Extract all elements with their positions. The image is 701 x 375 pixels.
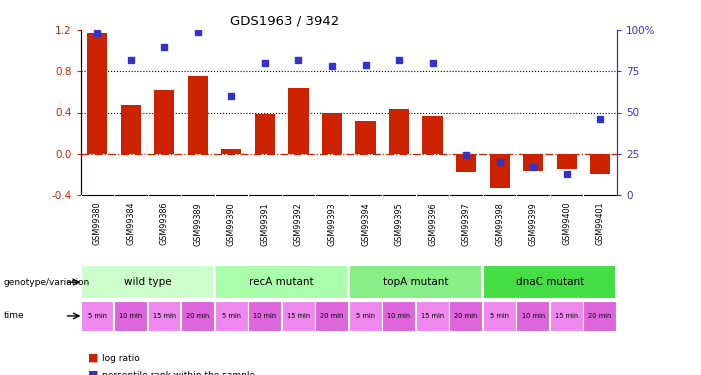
Bar [322, 112, 342, 154]
Text: ■: ■ [88, 370, 98, 375]
Text: GSM99400: GSM99400 [562, 202, 571, 246]
Text: GSM99390: GSM99390 [227, 202, 236, 246]
Text: recA mutant: recA mutant [250, 277, 314, 287]
Bar [215, 301, 247, 331]
Text: 20 min: 20 min [589, 313, 612, 319]
Text: GSM99396: GSM99396 [428, 202, 437, 246]
Bar [154, 90, 175, 154]
Bar [88, 33, 107, 154]
Text: GSM99380: GSM99380 [93, 202, 102, 246]
Title: GDS1963 / 3942: GDS1963 / 3942 [230, 15, 339, 27]
Text: 20 min: 20 min [454, 313, 477, 319]
Bar [181, 301, 214, 331]
Text: GSM99384: GSM99384 [126, 202, 135, 246]
Text: 10 min: 10 min [119, 313, 142, 319]
Bar [382, 301, 415, 331]
Bar [389, 110, 409, 154]
Bar [416, 301, 449, 331]
Bar [81, 265, 214, 299]
Bar [590, 154, 610, 174]
Text: GSM99399: GSM99399 [529, 202, 538, 246]
Text: log ratio: log ratio [102, 354, 139, 363]
Text: time: time [4, 311, 24, 320]
Bar [483, 301, 516, 331]
Text: 10 min: 10 min [253, 313, 276, 319]
Text: ■: ■ [88, 353, 98, 363]
Bar [355, 121, 376, 154]
Text: 10 min: 10 min [522, 313, 545, 319]
Text: GSM99389: GSM99389 [193, 202, 203, 246]
Bar [489, 154, 510, 188]
Bar [81, 301, 114, 331]
Text: GSM99398: GSM99398 [495, 202, 504, 246]
Text: GSM99397: GSM99397 [461, 202, 470, 246]
Bar [517, 301, 549, 331]
Text: genotype/variation: genotype/variation [4, 278, 90, 286]
Bar [456, 154, 476, 173]
Bar [188, 76, 208, 154]
Text: dnaC mutant: dnaC mutant [516, 277, 584, 287]
Text: GSM99386: GSM99386 [160, 202, 169, 246]
Text: GSM99393: GSM99393 [327, 202, 336, 246]
Text: GSM99395: GSM99395 [395, 202, 404, 246]
Text: 15 min: 15 min [555, 313, 578, 319]
Text: wild type: wild type [124, 277, 172, 287]
Bar [523, 154, 543, 171]
Bar [121, 105, 141, 154]
Bar [349, 265, 482, 299]
Bar [222, 148, 241, 154]
Bar [114, 301, 147, 331]
Text: GSM99394: GSM99394 [361, 202, 370, 246]
Text: 15 min: 15 min [287, 313, 310, 319]
Bar [550, 301, 583, 331]
Text: 5 min: 5 min [356, 313, 375, 319]
Bar [248, 301, 281, 331]
Text: GSM99392: GSM99392 [294, 202, 303, 246]
Bar [288, 88, 308, 154]
Text: 5 min: 5 min [222, 313, 241, 319]
Bar [583, 301, 616, 331]
Bar [423, 116, 442, 154]
Bar [215, 265, 348, 299]
Bar [349, 301, 381, 331]
Bar [483, 265, 616, 299]
Text: GSM99391: GSM99391 [261, 202, 269, 246]
Text: GSM99401: GSM99401 [596, 202, 605, 246]
Text: 5 min: 5 min [490, 313, 509, 319]
Text: 20 min: 20 min [186, 313, 210, 319]
Bar [449, 301, 482, 331]
Bar [148, 301, 180, 331]
Bar [282, 301, 315, 331]
Bar [557, 154, 577, 169]
Text: 10 min: 10 min [388, 313, 411, 319]
Text: 5 min: 5 min [88, 313, 107, 319]
Text: 15 min: 15 min [421, 313, 444, 319]
Text: percentile rank within the sample: percentile rank within the sample [102, 370, 254, 375]
Text: 15 min: 15 min [153, 313, 176, 319]
Bar [315, 301, 348, 331]
Bar [255, 114, 275, 154]
Text: topA mutant: topA mutant [383, 277, 449, 287]
Text: 20 min: 20 min [320, 313, 343, 319]
